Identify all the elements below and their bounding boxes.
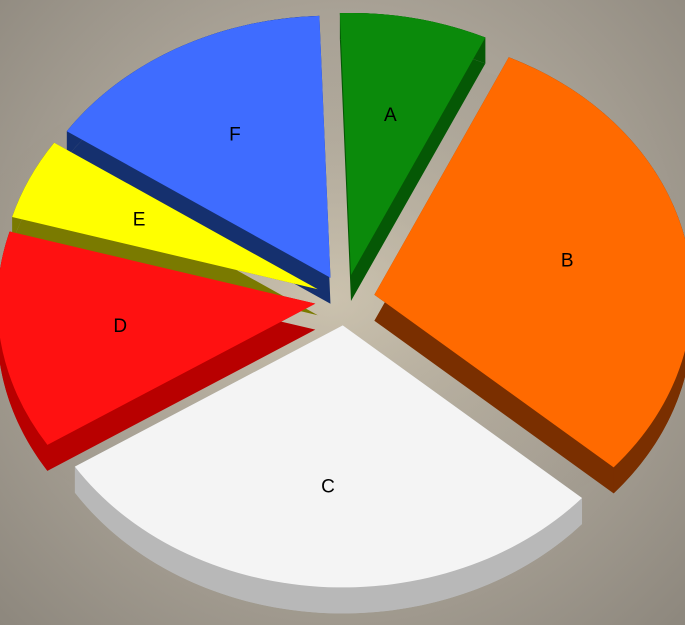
slice-label-b: B	[561, 250, 574, 271]
slice-d	[0, 231, 316, 445]
slice-b	[374, 57, 685, 468]
slice-c	[74, 325, 583, 588]
slice-label-f: F	[229, 125, 241, 146]
slice-rim-c	[74, 466, 583, 614]
slice-label-a: A	[384, 105, 397, 126]
slice-f	[66, 15, 331, 278]
slice-e	[12, 142, 318, 290]
slice-label-e: E	[133, 210, 146, 231]
slice-a	[339, 13, 486, 276]
slice-label-d: D	[113, 316, 127, 337]
slice-label-c: C	[321, 476, 335, 497]
